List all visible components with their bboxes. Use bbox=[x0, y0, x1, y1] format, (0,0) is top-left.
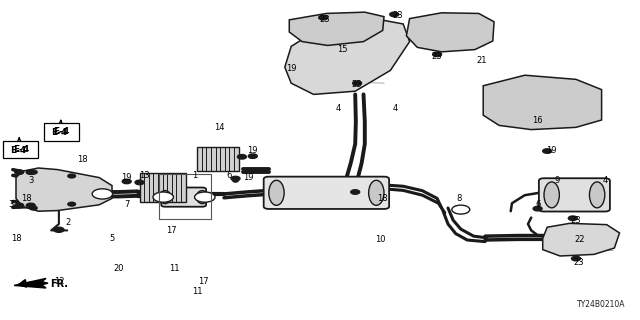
Circle shape bbox=[568, 216, 577, 220]
Text: 4: 4 bbox=[602, 176, 607, 185]
Text: 5: 5 bbox=[109, 234, 115, 243]
Circle shape bbox=[29, 170, 37, 174]
Text: 2: 2 bbox=[66, 218, 71, 227]
Text: 11: 11 bbox=[169, 264, 179, 273]
Polygon shape bbox=[16, 168, 112, 211]
Circle shape bbox=[248, 154, 257, 158]
Text: 10: 10 bbox=[376, 236, 386, 244]
Text: 8: 8 bbox=[457, 194, 462, 203]
Circle shape bbox=[452, 205, 470, 214]
Text: 13: 13 bbox=[139, 171, 149, 180]
Text: 4: 4 bbox=[335, 104, 340, 113]
Circle shape bbox=[29, 206, 37, 210]
Text: 18: 18 bbox=[11, 234, 21, 243]
Circle shape bbox=[135, 180, 144, 185]
Circle shape bbox=[92, 189, 113, 199]
Polygon shape bbox=[483, 75, 602, 130]
Circle shape bbox=[533, 206, 542, 211]
Circle shape bbox=[68, 202, 76, 206]
Text: 3: 3 bbox=[28, 176, 33, 185]
Circle shape bbox=[233, 180, 238, 182]
Circle shape bbox=[390, 12, 399, 17]
Polygon shape bbox=[543, 223, 620, 256]
Text: 18: 18 bbox=[22, 194, 32, 203]
Polygon shape bbox=[289, 12, 384, 45]
Text: 6: 6 bbox=[535, 200, 540, 209]
Text: 21: 21 bbox=[476, 56, 486, 65]
Text: 22: 22 bbox=[574, 236, 584, 244]
Text: FR.: FR. bbox=[50, 279, 68, 289]
Ellipse shape bbox=[589, 182, 605, 208]
Text: 18: 18 bbox=[77, 156, 87, 164]
Ellipse shape bbox=[196, 191, 208, 204]
Circle shape bbox=[26, 203, 35, 208]
Text: 16: 16 bbox=[532, 116, 543, 125]
Ellipse shape bbox=[369, 180, 384, 205]
Text: 18: 18 bbox=[378, 194, 388, 203]
Circle shape bbox=[237, 155, 246, 159]
Circle shape bbox=[572, 256, 580, 261]
Text: 4: 4 bbox=[393, 104, 398, 113]
Bar bbox=[159, 174, 211, 219]
Bar bbox=[140, 173, 186, 202]
Circle shape bbox=[68, 174, 76, 178]
Text: E-4: E-4 bbox=[13, 145, 29, 154]
Ellipse shape bbox=[159, 191, 171, 204]
Bar bbox=[44, 123, 79, 141]
Text: 19: 19 bbox=[286, 64, 296, 73]
Text: 23: 23 bbox=[431, 52, 442, 61]
Bar bbox=[3, 141, 38, 158]
Text: 19: 19 bbox=[248, 146, 258, 155]
Bar bbox=[197, 147, 239, 171]
Circle shape bbox=[153, 192, 173, 202]
Text: E-4: E-4 bbox=[51, 128, 67, 137]
Text: 23: 23 bbox=[574, 258, 584, 267]
Text: 9: 9 bbox=[554, 176, 559, 185]
Text: E-4: E-4 bbox=[53, 127, 69, 137]
Text: 23: 23 bbox=[352, 80, 362, 89]
Circle shape bbox=[122, 179, 131, 184]
Text: 23: 23 bbox=[393, 11, 403, 20]
Text: 19: 19 bbox=[122, 173, 132, 182]
FancyBboxPatch shape bbox=[161, 188, 206, 207]
Circle shape bbox=[15, 203, 24, 208]
Text: 19: 19 bbox=[547, 146, 557, 155]
FancyBboxPatch shape bbox=[539, 178, 610, 212]
Text: 23: 23 bbox=[320, 15, 330, 24]
Text: 7: 7 bbox=[124, 200, 129, 209]
Circle shape bbox=[231, 176, 240, 181]
Text: 12: 12 bbox=[54, 277, 64, 286]
Ellipse shape bbox=[544, 182, 559, 208]
Text: E-4: E-4 bbox=[10, 146, 26, 155]
Circle shape bbox=[26, 170, 35, 174]
Text: 20: 20 bbox=[113, 264, 124, 273]
Circle shape bbox=[54, 227, 64, 232]
Polygon shape bbox=[285, 19, 410, 94]
Text: 3: 3 bbox=[8, 200, 13, 209]
Circle shape bbox=[319, 15, 328, 20]
Text: 19: 19 bbox=[243, 173, 253, 182]
Text: 15: 15 bbox=[337, 45, 348, 54]
FancyBboxPatch shape bbox=[264, 177, 389, 209]
Circle shape bbox=[351, 190, 360, 194]
Text: 14: 14 bbox=[214, 124, 224, 132]
Text: 6: 6 bbox=[227, 171, 232, 180]
Text: 17: 17 bbox=[198, 277, 209, 286]
Circle shape bbox=[543, 149, 552, 153]
Text: 11: 11 bbox=[192, 287, 202, 296]
Circle shape bbox=[353, 81, 362, 85]
Polygon shape bbox=[14, 278, 48, 288]
Text: TY24B0210A: TY24B0210A bbox=[577, 300, 626, 309]
Ellipse shape bbox=[269, 180, 284, 205]
Text: 23: 23 bbox=[571, 216, 581, 225]
Text: 1: 1 bbox=[193, 171, 198, 180]
Circle shape bbox=[195, 192, 215, 202]
Text: 17: 17 bbox=[166, 226, 177, 235]
Circle shape bbox=[15, 170, 24, 174]
Polygon shape bbox=[406, 13, 494, 52]
Circle shape bbox=[433, 52, 442, 57]
